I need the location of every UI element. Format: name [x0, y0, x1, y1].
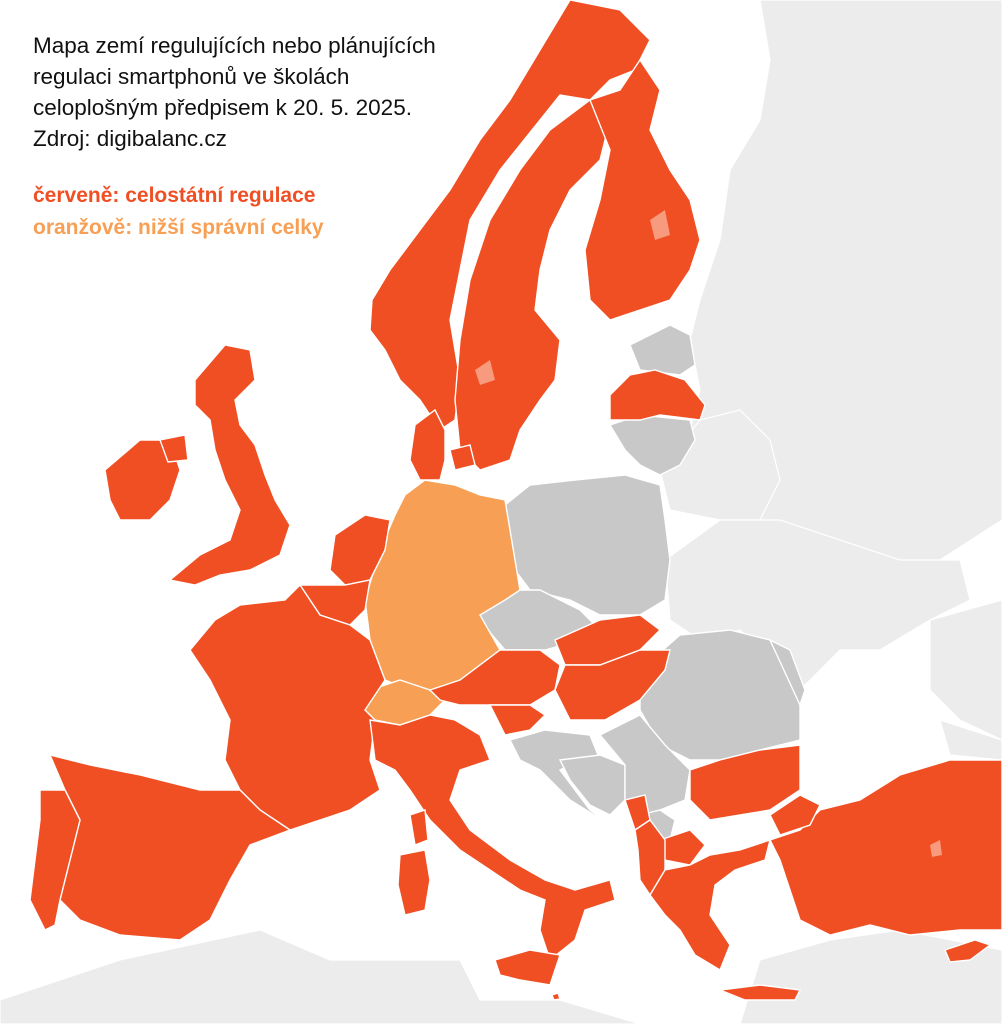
- country-denmark: [409, 408, 446, 481]
- map-title: Mapa zemí regulujících nebo plánujících …: [33, 30, 493, 154]
- country-sardinia: [397, 849, 431, 916]
- country-greece: [649, 838, 771, 972]
- lake-vanern: [475, 360, 495, 385]
- lake-tuz: [930, 840, 942, 857]
- country-netherlands: [329, 514, 391, 586]
- country-italy: [369, 714, 616, 962]
- title-line: regulaci smartphonů ve školách: [33, 64, 350, 89]
- legend-item-subnational: oranžově: nižší správní celky: [33, 216, 324, 239]
- country-bosnia: [558, 754, 626, 816]
- country-denmark-islands: [449, 444, 476, 471]
- country-corsica: [409, 809, 429, 846]
- country-finland: [584, 58, 701, 321]
- country-cyprus: [944, 939, 992, 963]
- legend-item-national: červeně: celostátní regulace: [33, 184, 316, 207]
- country-serbia: [598, 714, 691, 816]
- country-turkey: [769, 759, 1002, 936]
- country-uk: [168, 344, 291, 586]
- country-hungary: [554, 649, 671, 721]
- country-turkey-thrace: [769, 794, 821, 836]
- country-sicily: [494, 949, 561, 986]
- country-africa: [0, 929, 641, 1024]
- country-latvia: [609, 369, 706, 421]
- country-moldova: [768, 638, 806, 707]
- country-slovenia: [488, 704, 547, 736]
- country-ireland: [104, 439, 181, 521]
- country-norway: [369, 0, 651, 431]
- title-line: celoplošným předpisem k 20. 5. 2025.: [33, 95, 412, 120]
- source-line: Zdroj: digibalanc.cz: [33, 126, 227, 151]
- lake-finland: [650, 210, 670, 240]
- title-line: Mapa zemí regulujících nebo plánujících: [33, 33, 436, 58]
- country-portugal: [29, 789, 81, 931]
- country-uk-ni: [159, 434, 189, 463]
- country-crete: [719, 984, 802, 1001]
- country-france: [189, 583, 386, 831]
- country-croatia: [508, 729, 611, 826]
- country-bulgaria: [689, 744, 801, 821]
- country-middle-east: [739, 929, 1002, 1024]
- country-malta: [551, 992, 561, 1001]
- country-estonia: [629, 324, 696, 376]
- legend: červeně: celostátní regulace oranžově: n…: [33, 180, 324, 244]
- country-lithuania: [608, 414, 696, 476]
- country-georgia: [939, 719, 1002, 761]
- country-russia-caucasus: [929, 599, 1002, 741]
